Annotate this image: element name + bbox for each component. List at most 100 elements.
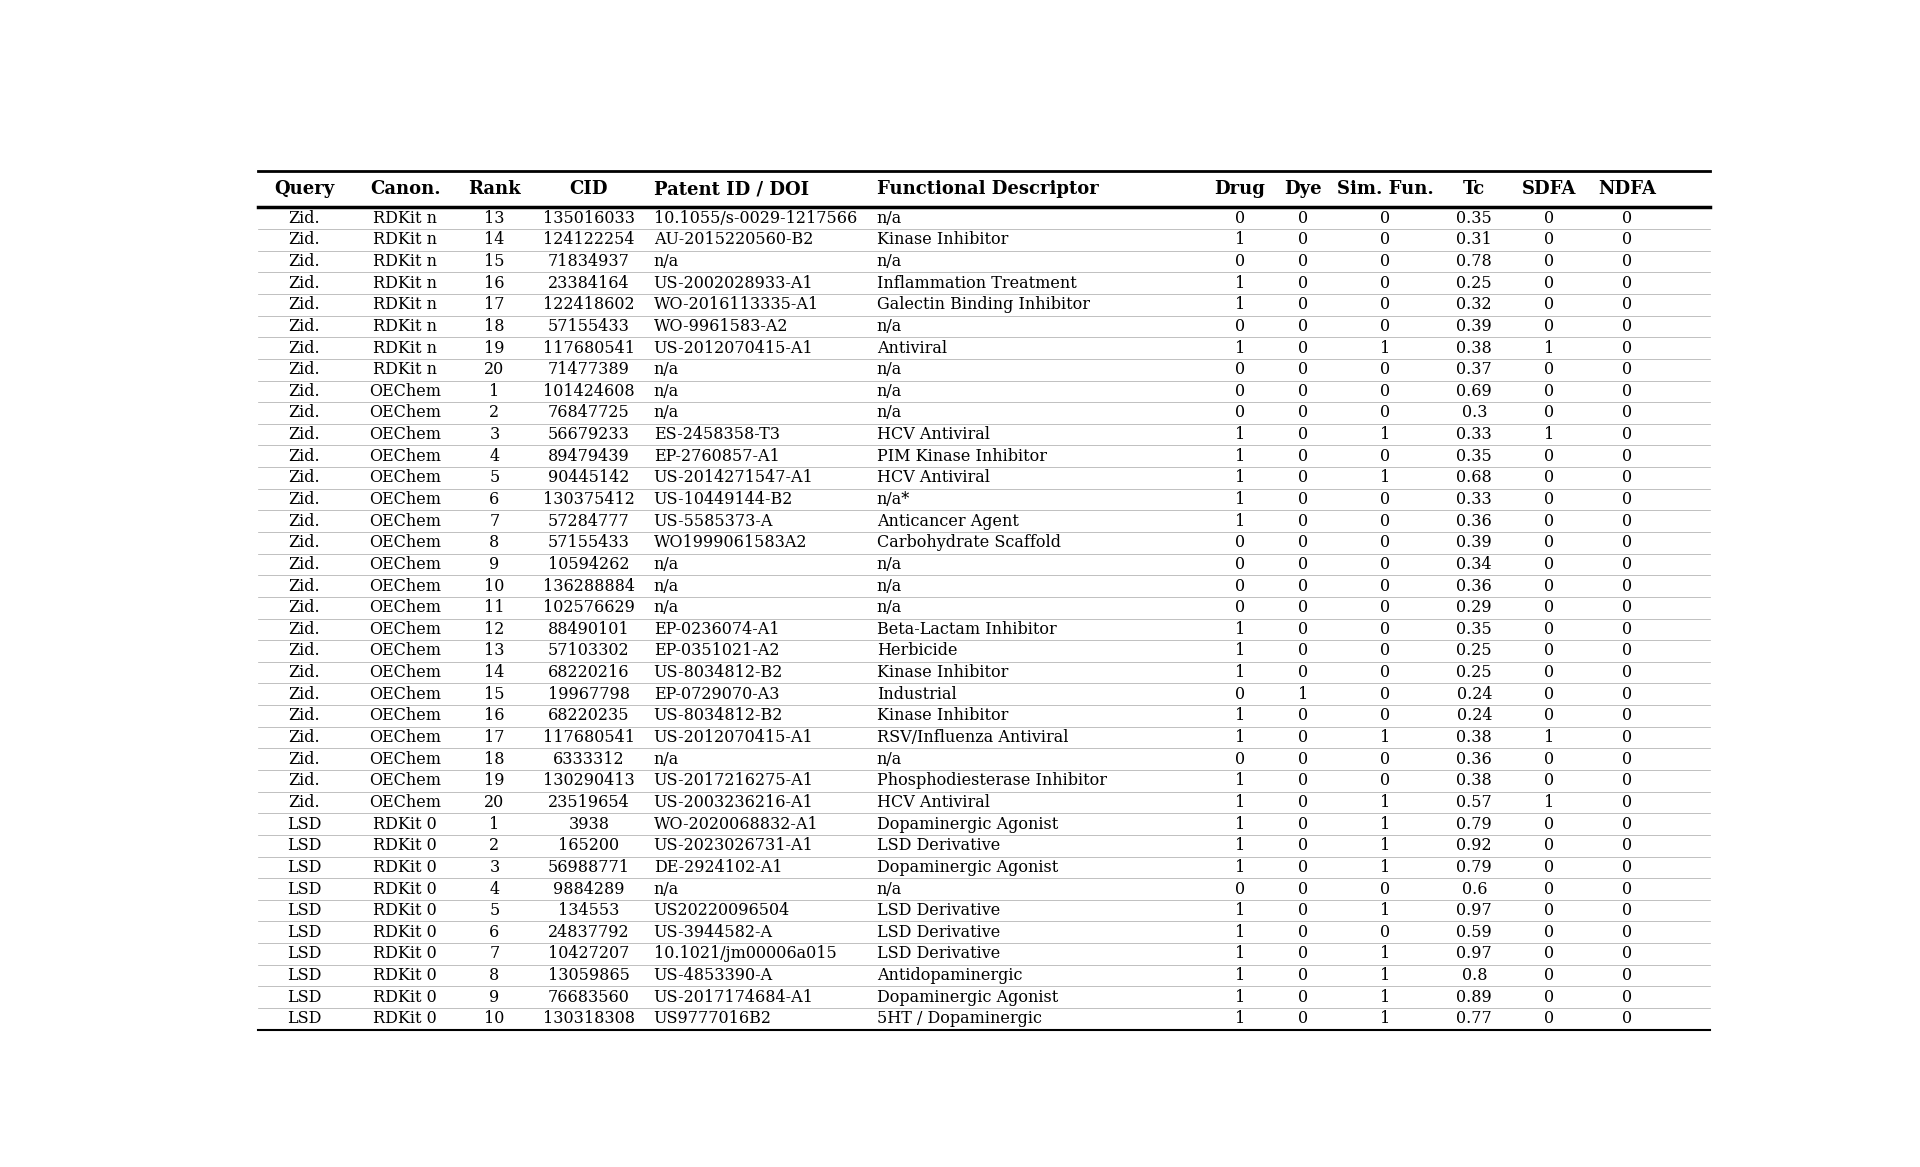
Text: US-8034812-B2: US-8034812-B2 bbox=[653, 664, 783, 682]
Text: 0: 0 bbox=[1235, 750, 1244, 768]
Text: 0: 0 bbox=[1544, 469, 1553, 487]
Text: 0: 0 bbox=[1544, 773, 1553, 789]
Text: 0: 0 bbox=[1544, 253, 1553, 270]
Text: 0: 0 bbox=[1380, 707, 1390, 725]
Text: 1: 1 bbox=[1235, 988, 1244, 1006]
Text: 0: 0 bbox=[1544, 859, 1553, 876]
Text: 71834937: 71834937 bbox=[547, 253, 630, 270]
Text: 0.25: 0.25 bbox=[1457, 664, 1492, 682]
Text: 0: 0 bbox=[1298, 555, 1308, 573]
Text: LSD Derivative: LSD Derivative bbox=[877, 837, 1000, 854]
Text: 0: 0 bbox=[1622, 686, 1632, 703]
Text: HCV Antiviral: HCV Antiviral bbox=[877, 794, 991, 811]
Text: Zid.: Zid. bbox=[288, 621, 321, 638]
Text: LSD: LSD bbox=[286, 881, 321, 897]
Text: 0: 0 bbox=[1298, 317, 1308, 335]
Text: 0: 0 bbox=[1298, 426, 1308, 443]
Text: 8: 8 bbox=[490, 534, 499, 551]
Text: 0: 0 bbox=[1235, 881, 1244, 897]
Text: LSD: LSD bbox=[286, 859, 321, 876]
Text: 0.3: 0.3 bbox=[1461, 405, 1488, 421]
Text: 0: 0 bbox=[1298, 512, 1308, 530]
Text: 0: 0 bbox=[1235, 578, 1244, 594]
Text: 0: 0 bbox=[1544, 664, 1553, 682]
Text: 0: 0 bbox=[1544, 902, 1553, 920]
Text: 56988771: 56988771 bbox=[547, 859, 630, 876]
Text: Zid.: Zid. bbox=[288, 512, 321, 530]
Text: 57284777: 57284777 bbox=[547, 512, 630, 530]
Text: OEChem: OEChem bbox=[369, 491, 442, 508]
Text: OEChem: OEChem bbox=[369, 512, 442, 530]
Text: RDKit n: RDKit n bbox=[372, 210, 438, 226]
Text: 13: 13 bbox=[484, 643, 505, 659]
Text: Zid.: Zid. bbox=[288, 340, 321, 357]
Text: 14: 14 bbox=[484, 231, 505, 249]
Text: n/a: n/a bbox=[877, 383, 902, 400]
Text: 0: 0 bbox=[1622, 210, 1632, 226]
Text: 0: 0 bbox=[1298, 362, 1308, 378]
Text: LSD: LSD bbox=[286, 816, 321, 832]
Text: RDKit 0: RDKit 0 bbox=[372, 945, 438, 963]
Text: 130318308: 130318308 bbox=[543, 1011, 636, 1027]
Text: 0: 0 bbox=[1622, 902, 1632, 920]
Text: 0.37: 0.37 bbox=[1457, 362, 1492, 378]
Text: 1: 1 bbox=[490, 383, 499, 400]
Text: 0: 0 bbox=[1544, 555, 1553, 573]
Text: 9884289: 9884289 bbox=[553, 881, 624, 897]
Text: Zid.: Zid. bbox=[288, 448, 321, 464]
Text: 1: 1 bbox=[1235, 707, 1244, 725]
Text: 0.38: 0.38 bbox=[1457, 773, 1492, 789]
Text: RDKit 0: RDKit 0 bbox=[372, 988, 438, 1006]
Text: 8: 8 bbox=[490, 967, 499, 984]
Text: 0: 0 bbox=[1235, 405, 1244, 421]
Text: 130375412: 130375412 bbox=[543, 491, 636, 508]
Text: Dopaminergic Agonist: Dopaminergic Agonist bbox=[877, 988, 1058, 1006]
Text: 0: 0 bbox=[1298, 599, 1308, 616]
Text: n/a*: n/a* bbox=[877, 491, 910, 508]
Text: 0: 0 bbox=[1622, 405, 1632, 421]
Text: 0: 0 bbox=[1298, 296, 1308, 313]
Text: 0.89: 0.89 bbox=[1457, 988, 1492, 1006]
Text: 1: 1 bbox=[1544, 729, 1553, 746]
Text: 0: 0 bbox=[1544, 383, 1553, 400]
Text: OEChem: OEChem bbox=[369, 643, 442, 659]
Text: 0: 0 bbox=[1235, 686, 1244, 703]
Text: 0: 0 bbox=[1622, 794, 1632, 811]
Text: 6: 6 bbox=[490, 924, 499, 941]
Text: 0: 0 bbox=[1544, 512, 1553, 530]
Text: OEChem: OEChem bbox=[369, 707, 442, 725]
Text: DE-2924102-A1: DE-2924102-A1 bbox=[653, 859, 781, 876]
Text: 0: 0 bbox=[1380, 405, 1390, 421]
Text: 0: 0 bbox=[1622, 469, 1632, 487]
Text: n/a: n/a bbox=[653, 750, 680, 768]
Text: 1: 1 bbox=[1235, 231, 1244, 249]
Text: 1: 1 bbox=[1235, 274, 1244, 292]
Text: 0: 0 bbox=[1622, 448, 1632, 464]
Text: 0: 0 bbox=[1544, 448, 1553, 464]
Text: 1: 1 bbox=[1544, 794, 1553, 811]
Text: 0: 0 bbox=[1544, 945, 1553, 963]
Text: 0: 0 bbox=[1298, 210, 1308, 226]
Text: 10427207: 10427207 bbox=[549, 945, 630, 963]
Text: n/a: n/a bbox=[653, 599, 680, 616]
Text: 0: 0 bbox=[1622, 621, 1632, 638]
Text: n/a: n/a bbox=[877, 317, 902, 335]
Text: n/a: n/a bbox=[653, 383, 680, 400]
Text: 1: 1 bbox=[1544, 340, 1553, 357]
Text: 6333312: 6333312 bbox=[553, 750, 624, 768]
Text: 0: 0 bbox=[1622, 426, 1632, 443]
Text: WO-2020068832-A1: WO-2020068832-A1 bbox=[653, 816, 818, 832]
Text: 0: 0 bbox=[1622, 1011, 1632, 1027]
Text: 0: 0 bbox=[1235, 210, 1244, 226]
Text: OEChem: OEChem bbox=[369, 383, 442, 400]
Text: 0.24: 0.24 bbox=[1457, 686, 1492, 703]
Text: 0: 0 bbox=[1544, 837, 1553, 854]
Text: RDKit n: RDKit n bbox=[372, 253, 438, 270]
Text: Kinase Inhibitor: Kinase Inhibitor bbox=[877, 664, 1008, 682]
Text: 1: 1 bbox=[1235, 816, 1244, 832]
Text: 122418602: 122418602 bbox=[543, 296, 636, 313]
Text: n/a: n/a bbox=[877, 210, 902, 226]
Text: LSD: LSD bbox=[286, 1011, 321, 1027]
Text: 0.38: 0.38 bbox=[1457, 340, 1492, 357]
Text: 0: 0 bbox=[1622, 578, 1632, 594]
